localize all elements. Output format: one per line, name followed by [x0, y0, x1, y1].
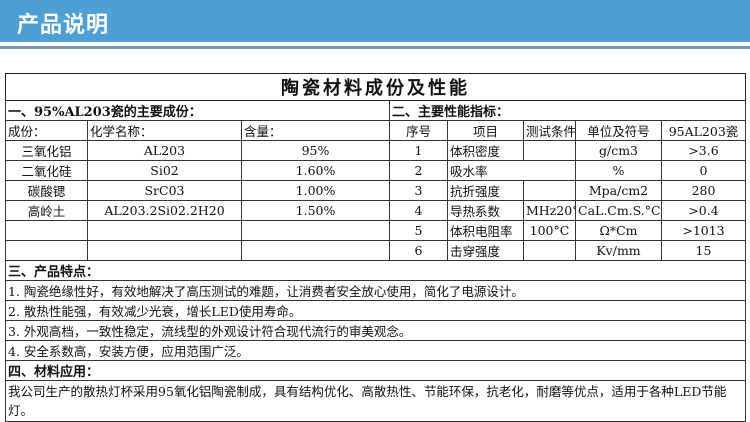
- cell: [523, 240, 576, 261]
- section4-heading: 四、材料应用：: [5, 360, 746, 381]
- feature-item: 1. 陶瓷绝缘性好，有效地解决了高压测试的难题，让消费者安全放心使用，简化了电源…: [5, 280, 746, 301]
- application-text: 我公司生产的散热灯杯采用95氧化铝陶瓷制成，具有结构优化、高散热性、节能环保，抗…: [5, 380, 746, 422]
- cell: 1.60%: [241, 160, 390, 181]
- cell: 5: [389, 220, 448, 241]
- cell: 吸水率: [447, 160, 576, 181]
- cell: 4: [389, 200, 448, 221]
- table-row: 6 击穿强度 Kv/mm 15: [5, 240, 746, 261]
- cell: CaL.Cm.S.°C: [575, 200, 662, 221]
- section1-heading: 一、95%AL203瓷的主要成份：: [5, 100, 390, 121]
- cell: [241, 220, 390, 241]
- section2-heading: 二、主要性能指标：: [389, 100, 746, 121]
- cell: 碳酸锶: [5, 180, 88, 201]
- feature-item: 4. 安全系数高，安装方便，应用范围广泛。: [5, 340, 746, 361]
- col-header: 含量：: [241, 120, 390, 141]
- cell: 15: [661, 240, 746, 261]
- cell: 抗折强度: [447, 180, 524, 201]
- table-header-row: 成份： 化学名称： 含量： 序号 项目 测试条件 单位及符号 95AL203瓷: [5, 120, 746, 141]
- table-row: 5 体积电阻率 100°C Ω*Cm >1013: [5, 220, 746, 241]
- cell: 1.50%: [241, 200, 390, 221]
- cell: 95%: [241, 140, 390, 161]
- cell: g/cm3: [575, 140, 662, 161]
- spec-table: 陶瓷材料成份及性能 一、95%AL203瓷的主要成份： 二、主要性能指标： 成份：…: [5, 73, 746, 422]
- cell: Si02: [87, 160, 242, 181]
- header-title: 产品说明: [17, 13, 110, 38]
- col-header: 化学名称：: [87, 120, 242, 141]
- cell: [523, 180, 576, 201]
- cell: [241, 240, 390, 261]
- cell: 三氧化铝: [5, 140, 88, 161]
- col-header: 单位及符号: [575, 120, 662, 141]
- cell: Mpa/cm2: [575, 180, 662, 201]
- cell: AL203.2Si02.2H20: [87, 200, 242, 221]
- table-row: 三氧化铝 AL203 95% 1 体积密度 g/cm3 >3.6: [5, 140, 746, 161]
- cell: 体积密度: [447, 140, 524, 161]
- section3-heading: 三、产品特点：: [5, 260, 746, 281]
- cell: 0: [661, 160, 746, 181]
- cell: Kv/mm: [575, 240, 662, 261]
- header-band: 产品说明: [0, 0, 750, 42]
- cell: MHz20°: [523, 200, 576, 221]
- cell: [5, 220, 88, 241]
- cell: 280: [661, 180, 746, 201]
- cell: %: [575, 160, 662, 181]
- cell: 6: [389, 240, 448, 261]
- cell: >3.6: [661, 140, 746, 161]
- cell: >1013: [661, 220, 746, 241]
- cell: 1.00%: [241, 180, 390, 201]
- cell: 3: [389, 180, 448, 201]
- cell: [5, 240, 88, 261]
- col-header: 测试条件: [523, 120, 576, 141]
- cell: 1: [389, 140, 448, 161]
- col-header: 项目: [447, 120, 524, 141]
- cell: AL203: [87, 140, 242, 161]
- feature-item: 2. 散热性能强，有效减少光衰，增长LED使用寿命。: [5, 300, 746, 321]
- divider: [0, 46, 750, 49]
- cell: 导热系数: [447, 200, 524, 221]
- cell: [523, 140, 576, 161]
- table-row: 二氧化硅 Si02 1.60% 2 吸水率% 0: [5, 160, 746, 181]
- feature-item: 3. 外观高档，一致性稳定，流线型的外观设计符合现代流行的审美观念。: [5, 320, 746, 341]
- col-header: 序号: [389, 120, 448, 141]
- cell: 100°C: [523, 220, 576, 241]
- col-header: 成份：: [5, 120, 88, 141]
- cell: [87, 240, 242, 261]
- cell: [87, 220, 242, 241]
- col-header: 95AL203瓷: [661, 120, 746, 141]
- cell: >0.4: [661, 200, 746, 221]
- cell: 二氧化硅: [5, 160, 88, 181]
- cell: 2: [389, 160, 448, 181]
- cell: 体积电阻率: [447, 220, 524, 241]
- doc-title: 陶瓷材料成份及性能: [5, 73, 746, 101]
- cell: SrC03: [87, 180, 242, 201]
- table-row: 高岭土 AL203.2Si02.2H20 1.50% 4 导热系数 MHz20° CaL.…: [5, 200, 746, 221]
- cell: Ω*Cm: [575, 220, 662, 241]
- cell: 高岭土: [5, 200, 88, 221]
- table-row: 碳酸锶 SrC03 1.00% 3 抗折强度 Mpa/cm2 280: [5, 180, 746, 201]
- cell: 击穿强度: [447, 240, 524, 261]
